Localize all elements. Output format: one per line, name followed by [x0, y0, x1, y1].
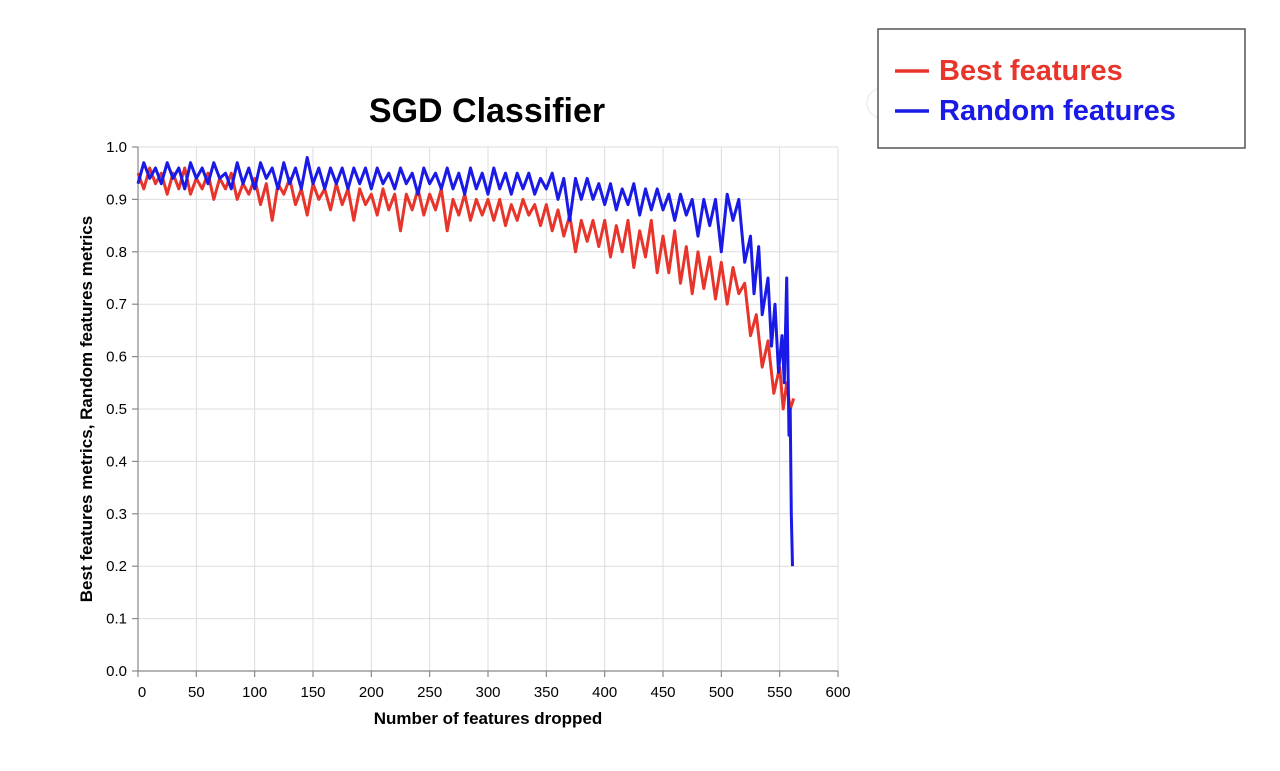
- x-tick-label: 300: [475, 684, 500, 701]
- x-tick-label: 600: [825, 684, 850, 701]
- x-tick-label: 100: [242, 684, 267, 701]
- y-axis-title: Best features metrics, Random features m…: [77, 216, 96, 602]
- y-axis-ticks: 0.0 0.1 0.2 0.3 0.4 0.5 0.6 0.7 0.8 0.9 1.0: [106, 139, 138, 680]
- series-line-random: [136, 156, 794, 567]
- series-layer: [136, 156, 796, 567]
- y-tick-label: 0.8: [106, 244, 127, 261]
- x-tick-label: 450: [650, 684, 675, 701]
- legend-label-random: Random features: [939, 95, 1176, 127]
- x-axis-title: Number of features dropped: [374, 709, 603, 728]
- legend-box: [877, 28, 1246, 149]
- x-tick-label: 250: [417, 684, 442, 701]
- x-tick-label: 500: [709, 684, 734, 701]
- x-tick-label: 150: [300, 684, 325, 701]
- y-tick-label: 0.4: [106, 453, 127, 470]
- x-axis-ticks: 0 50 100 150 200 250 300 350 400 450 500 550 600: [137, 671, 851, 701]
- y-tick-label: 0.2: [106, 558, 127, 575]
- y-tick-label: 0.6: [106, 349, 127, 366]
- y-tick-label: 0.9: [106, 191, 127, 208]
- x-tick-label: 400: [592, 684, 617, 701]
- y-tick-label: 0.0: [106, 663, 127, 680]
- legend: Best features Random features: [877, 28, 1246, 149]
- x-tick-label: 550: [767, 684, 792, 701]
- grid: [137, 146, 839, 672]
- x-tick-label: 50: [188, 684, 205, 701]
- x-tick-label: 0: [138, 684, 146, 701]
- x-tick-label: 350: [534, 684, 559, 701]
- chart-title: SGD Classifier: [369, 92, 605, 130]
- y-tick-label: 0.1: [106, 611, 127, 628]
- y-tick-label: 0.3: [106, 506, 127, 523]
- x-tick-label: 200: [359, 684, 384, 701]
- y-tick-label: 0.7: [106, 296, 127, 313]
- y-tick-label: 0.5: [106, 401, 127, 418]
- y-tick-label: 1.0: [106, 139, 127, 156]
- legend-label-best: Best features: [939, 55, 1123, 87]
- series-line-best: [136, 166, 796, 411]
